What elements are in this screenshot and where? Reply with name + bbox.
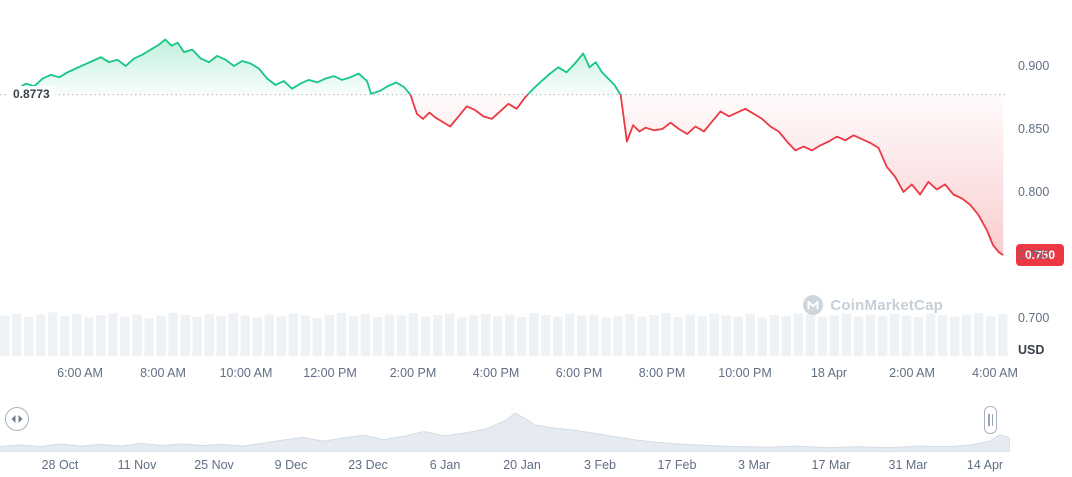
navigator-date-label: 17 Feb [657, 458, 697, 472]
current-price-badge: 0.750 [1015, 244, 1064, 266]
resize-arrows-icon [11, 415, 23, 423]
watermark-text: CoinMarketCap [830, 296, 943, 314]
navigator-date-label: 31 Mar [888, 458, 928, 472]
price-area-below-baseline [9, 94, 1004, 255]
coinmarketcap-watermark: CoinMarketCap [802, 294, 943, 316]
y-axis-tick: 0.700 [1018, 311, 1050, 325]
grip-line-icon [991, 414, 993, 426]
navigator-date-label: 25 Nov [194, 458, 234, 472]
y-axis-tick: 0.750 [1018, 248, 1050, 262]
x-axis-tick: 2:00 AM [889, 366, 935, 380]
navigator-date-label: 3 Feb [584, 458, 616, 472]
navigator-date-label: 6 Jan [429, 458, 461, 472]
x-axis-tick: 8:00 AM [140, 366, 186, 380]
navigator-area [0, 412, 1010, 452]
baseline-price-label: 0.8773 [8, 85, 55, 103]
price-line-up [8, 38, 622, 95]
main-chart-svg[interactable] [0, 0, 1010, 358]
navigator-date-label: 23 Dec [348, 458, 388, 472]
currency-label: USD [1018, 343, 1045, 357]
x-axis-tick: 10:00 PM [718, 366, 772, 380]
y-axis-tick: 0.800 [1018, 185, 1050, 199]
x-axis-tick: 4:00 AM [972, 366, 1018, 380]
navigator-date-label: 28 Oct [41, 458, 79, 472]
navigator-date-label: 3 Mar [738, 458, 770, 472]
x-axis-tick: 18 Apr [810, 366, 848, 380]
y-axis-tick: 0.900 [1018, 59, 1050, 73]
x-axis-tick: 8:00 PM [638, 366, 686, 380]
navigator-chart[interactable] [0, 398, 1010, 452]
x-axis-tick: 10:00 AM [219, 366, 273, 380]
x-axis-tick: 4:00 PM [472, 366, 520, 380]
navigator-left-handle[interactable] [5, 407, 29, 431]
range-navigator[interactable] [0, 398, 1010, 452]
navigator-date-label: 9 Dec [274, 458, 308, 472]
x-axis-tick: 6:00 AM [57, 366, 103, 380]
navigator-right-handle[interactable] [984, 406, 997, 434]
price-line-down [9, 94, 1004, 256]
x-axis-tick: 12:00 PM [303, 366, 357, 380]
y-axis-tick: 0.850 [1018, 122, 1050, 136]
grip-line-icon [988, 414, 990, 426]
navigator-date-label: 14 Apr [966, 458, 1004, 472]
x-axis-tick: 2:00 PM [389, 366, 437, 380]
navigator-date-label: 20 Jan [503, 458, 541, 472]
main-chart[interactable]: 0.8773 CoinMarketCap [0, 0, 1010, 358]
x-axis-tick: 6:00 PM [555, 366, 603, 380]
coinmarketcap-logo-icon [803, 295, 824, 315]
price-area-above-baseline [9, 39, 621, 95]
navigator-date-label: 17 Mar [811, 458, 851, 472]
volume-bars [0, 312, 1008, 356]
navigator-date-label: 11 Nov [117, 458, 157, 472]
